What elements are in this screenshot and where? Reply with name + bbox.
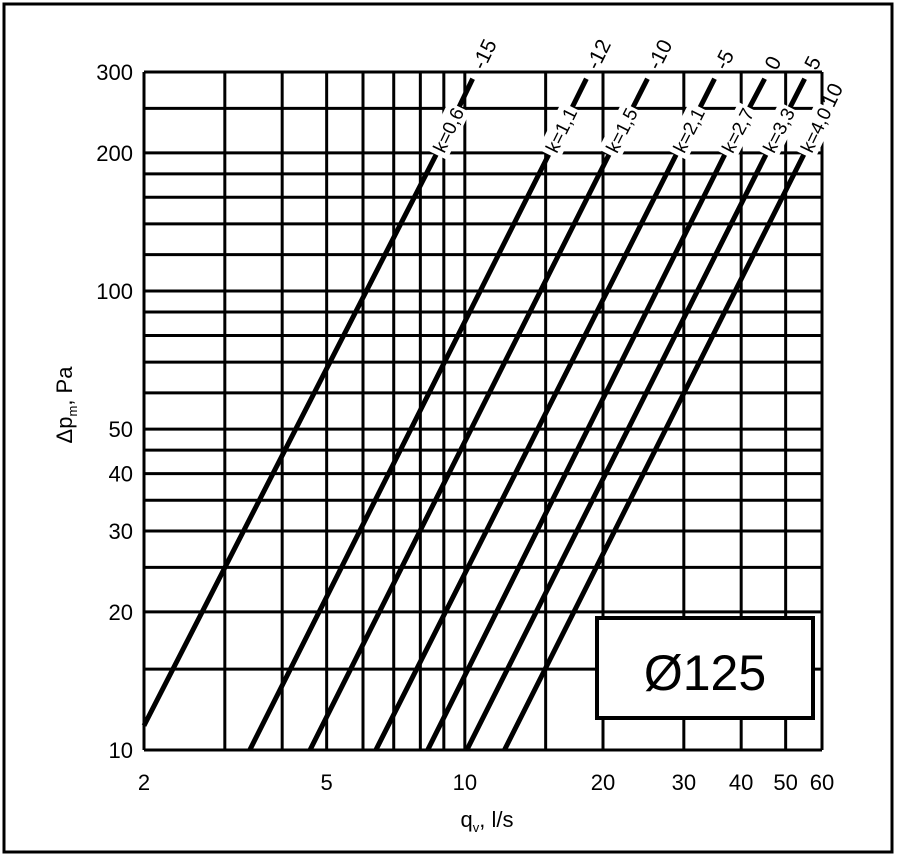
x-tick-label: 30 xyxy=(672,770,696,795)
y-tick-label: 300 xyxy=(96,60,133,85)
x-axis-label-main: q xyxy=(461,807,473,832)
y-axis-label-main: Δp xyxy=(52,417,77,444)
y-tick-label: 50 xyxy=(109,417,133,442)
k-label-bg xyxy=(755,101,801,161)
x-axis-label: qv, l/s xyxy=(461,807,514,835)
x-tick-label: 40 xyxy=(729,770,753,795)
y-axis-label-sub: m xyxy=(65,406,80,417)
k-label-bg xyxy=(665,101,711,161)
x-axis-label-sub: v xyxy=(473,820,480,835)
k-label-bg xyxy=(792,101,838,160)
y-tick-label: 40 xyxy=(109,462,133,487)
y-tick-label: 100 xyxy=(96,279,133,304)
y-tick-label: 10 xyxy=(109,738,133,763)
tick-labels: 2 5 10 20 30 40 50 60 10 20 30 40 50 100 200 300 xyxy=(96,60,834,795)
k-label-bg xyxy=(537,101,584,160)
k-label-bg xyxy=(714,102,761,161)
x-tick-label: 5 xyxy=(321,770,333,795)
k-label-bg xyxy=(598,101,644,161)
y-tick-label: 20 xyxy=(109,600,133,625)
x-axis-label-unit: , l/s xyxy=(479,807,513,832)
x-tick-label: 20 xyxy=(591,770,615,795)
y-axis-label: Δpm, Pa xyxy=(52,366,80,444)
k-label-bg xyxy=(425,101,470,160)
diameter-annotation-box: Ø125 xyxy=(595,616,815,720)
y-axis-label-unit: , Pa xyxy=(52,366,77,406)
x-tick-label: 2 xyxy=(138,770,150,795)
y-tick-label: 30 xyxy=(109,519,133,544)
diameter-annotation-text: Ø125 xyxy=(644,645,766,701)
x-tick-label: 10 xyxy=(453,770,477,795)
x-tick-label: 60 xyxy=(810,770,834,795)
x-tick-label: 50 xyxy=(773,770,797,795)
y-tick-label: 200 xyxy=(96,141,133,166)
